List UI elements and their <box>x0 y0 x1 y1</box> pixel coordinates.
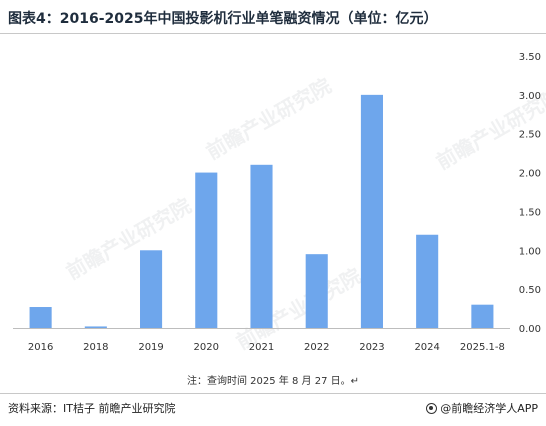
brand-label: @前瞻经济学人APP <box>440 402 538 415</box>
x-tick-label: 2022 <box>304 342 329 353</box>
bars-group <box>29 94 494 328</box>
y-tick-label: 2.50 <box>519 130 541 141</box>
y-tick-label: 0.00 <box>519 324 541 335</box>
bar-2019 <box>140 250 163 328</box>
chart-title: 图表4：2016-2025年中国投影机行业单笔融资情况（单位：亿元） <box>8 11 438 27</box>
y-tick-label: 0.50 <box>519 285 541 296</box>
bar-chart: 2016 2018 2019 2020 2021 2022 2023 2024 2025.1-8… <box>13 52 541 353</box>
x-tick-label: 2019 <box>138 342 163 353</box>
x-tick-label: 2018 <box>83 342 108 353</box>
x-tick-label: 2025.1-8 <box>460 342 505 353</box>
y-tick-label: 1.00 <box>519 246 541 257</box>
y-tick-labels: 0.00 0.50 1.00 1.50 2.00 2.50 3.00 3.50 <box>519 52 541 335</box>
y-tick-label: 2.00 <box>519 169 541 180</box>
bar-2024 <box>416 234 439 328</box>
x-tick-label: 2016 <box>28 342 53 353</box>
bar-2025.1-8 <box>471 304 494 328</box>
y-tick-label: 3.00 <box>519 91 541 102</box>
y-tick-label: 3.50 <box>519 52 541 63</box>
chart-note: 注：查询时间 2025 年 8 月 27 日。↵ <box>187 376 359 387</box>
x-tick-labels: 2016 2018 2019 2020 2021 2022 2023 2024 2025.1-8 <box>28 342 505 353</box>
x-tick-label: 2021 <box>249 342 274 353</box>
bar-2018 <box>84 326 107 328</box>
brand-logo-icon <box>426 402 438 414</box>
x-tick-label: 2020 <box>194 342 219 353</box>
x-tick-label: 2023 <box>359 342 384 353</box>
bar-2021 <box>250 164 273 328</box>
brand: @前瞻经济学人APP <box>426 400 538 416</box>
source-text: 资料来源：IT桔子 前瞻产业研究院 <box>8 402 176 415</box>
x-tick-label: 2024 <box>414 342 439 353</box>
bar-2023 <box>360 94 383 328</box>
title-divider <box>0 33 546 34</box>
footer-divider <box>0 393 546 394</box>
bar-2020 <box>195 172 218 328</box>
bar-2022 <box>305 254 328 328</box>
y-tick-label: 1.50 <box>519 207 541 218</box>
bar-2016 <box>29 307 52 328</box>
